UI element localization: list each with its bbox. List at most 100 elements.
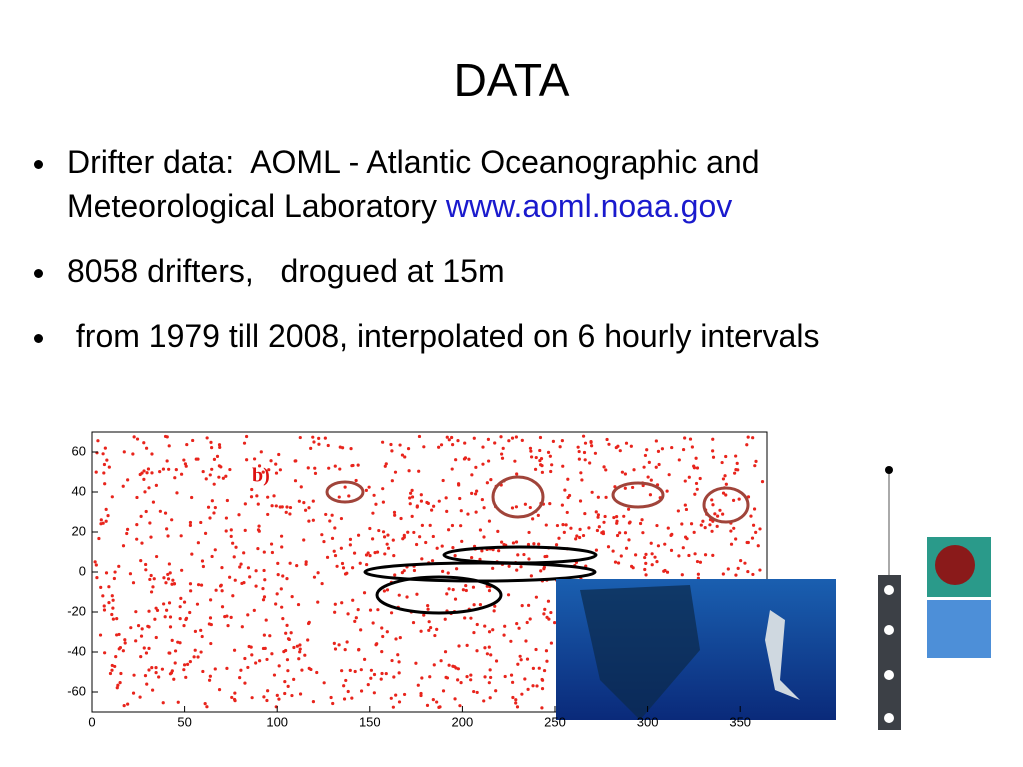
drifter-dot	[450, 467, 454, 471]
drifter-dot	[243, 502, 247, 506]
drifter-dot	[581, 434, 586, 438]
bullet-text: 8058 drifters, drogued at 15m	[67, 253, 505, 289]
drifter-dot	[359, 628, 363, 632]
drifter-dot	[376, 608, 380, 612]
drifter-dot	[170, 638, 174, 643]
drifter-dot	[745, 443, 749, 447]
drifter-dot	[225, 498, 229, 503]
drifter-dot	[385, 542, 389, 546]
drifter-dot	[692, 530, 696, 534]
drifter-dot	[526, 542, 531, 547]
drifter-dot	[107, 465, 111, 469]
drifter-dot	[261, 587, 265, 591]
drifter-dot	[441, 569, 445, 573]
drifter-dot	[640, 518, 644, 522]
drifter-dot	[138, 695, 142, 699]
drifter-dot	[441, 478, 445, 483]
hole	[884, 670, 894, 680]
drifter-dot	[207, 678, 212, 682]
drifter-dot	[274, 471, 279, 475]
drifter-dot	[734, 573, 738, 577]
drifter-dot	[418, 535, 422, 539]
drifter-dot	[121, 484, 125, 488]
drifter-dot	[528, 617, 532, 621]
drifter-dot	[529, 455, 534, 459]
drifter-dot	[459, 509, 463, 513]
drifter-dot	[463, 456, 468, 460]
drifter-dot	[264, 618, 268, 622]
drifter-dot	[131, 452, 135, 456]
drifter-dot	[375, 642, 379, 646]
drifter-dot	[588, 461, 592, 465]
drifter-dot	[681, 546, 685, 550]
drifter-dot	[752, 507, 757, 511]
drifter-dot	[144, 568, 148, 572]
drifter-dot	[343, 485, 347, 489]
drifter-dot	[298, 647, 302, 651]
drifter-dot	[343, 572, 348, 576]
link[interactable]: www.aoml.noaa.gov	[445, 188, 733, 224]
drifter-dot	[474, 465, 478, 469]
drifter-dot	[739, 559, 743, 563]
drifter-dot	[219, 583, 223, 587]
drifter-dot	[645, 448, 649, 452]
drifter-dot	[303, 653, 307, 657]
drifter-dot	[278, 468, 282, 472]
drifter-dot	[102, 462, 107, 467]
drifter-dot	[430, 559, 435, 563]
drifter-dot	[332, 549, 336, 553]
x-tick-label: 100	[266, 714, 288, 729]
drifter-dot	[281, 617, 285, 621]
drifter-dot	[390, 658, 394, 663]
drifter-dot	[297, 499, 301, 503]
bullet: from 1979 till 2008, interpolated on 6 h…	[30, 314, 970, 358]
drifter-dot	[114, 654, 118, 659]
drifter-dot	[502, 633, 506, 637]
drifter-dot	[575, 534, 579, 538]
drifter-dot	[192, 655, 196, 659]
drifter-dot	[333, 610, 337, 614]
drifter-dot	[113, 570, 117, 574]
drifter-dot	[663, 542, 667, 546]
drifter-dot	[306, 621, 311, 626]
drifter-dot	[155, 608, 160, 612]
drifter-dot	[437, 499, 441, 503]
drifter-dot	[460, 539, 464, 543]
buoy	[935, 545, 975, 585]
drifter-dot	[317, 436, 321, 440]
drifter-dot	[435, 627, 439, 631]
drifter-dot	[382, 535, 387, 539]
drifter-dot	[317, 442, 321, 446]
drifter-dot	[391, 538, 395, 542]
drifter-dot	[111, 617, 115, 621]
drifter-dot	[168, 615, 173, 619]
drifter-dot	[616, 561, 621, 565]
y-tick-label: -40	[67, 643, 86, 658]
drifter-dot	[354, 616, 358, 620]
drifter-dot	[542, 668, 547, 673]
drifter-dot	[184, 464, 188, 468]
x-tick-label: 250	[544, 714, 566, 729]
drifter-dot	[463, 616, 467, 620]
drifter-dot	[745, 540, 749, 545]
drifter-dot	[155, 554, 159, 559]
drifter-dot	[489, 478, 493, 482]
drifter-dot	[304, 562, 308, 566]
drifter-dot	[163, 511, 168, 515]
drifter-dot	[135, 537, 139, 541]
drifter-dot	[469, 616, 473, 620]
drifter-dot	[158, 469, 162, 474]
drifter-dot	[179, 534, 183, 538]
drifter-dot	[286, 684, 290, 688]
drifter-dot	[750, 536, 755, 540]
drifter-dot	[506, 593, 511, 597]
drifter-dot	[670, 445, 674, 450]
drifter-dot	[270, 652, 274, 656]
drifter-dot	[540, 687, 545, 691]
drifter-diagram	[878, 466, 901, 730]
drifter-dot	[203, 531, 208, 535]
drifter-dot	[231, 541, 235, 545]
drifter-dot	[342, 684, 346, 688]
drifter-dot	[723, 474, 727, 478]
drifter-dot	[110, 668, 114, 672]
